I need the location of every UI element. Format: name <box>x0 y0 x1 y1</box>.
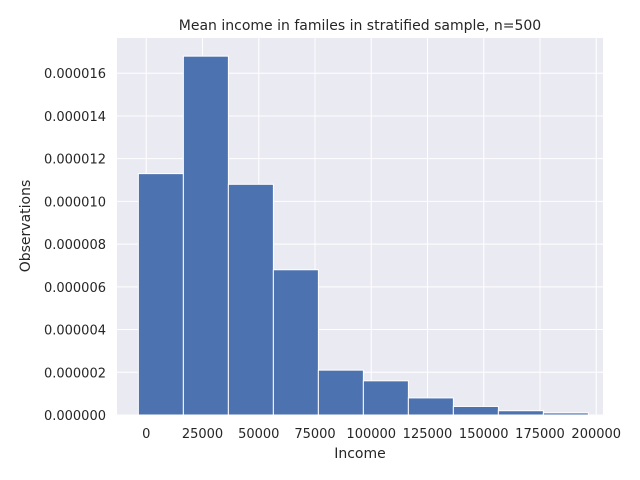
x-tick-label: 175000 <box>515 427 565 442</box>
y-axis-label: Observations <box>18 180 34 273</box>
x-axis-label: Income <box>334 446 386 462</box>
histogram-bars <box>137 55 589 416</box>
y-tick-label: 0.000010 <box>44 195 106 210</box>
histogram-bar <box>452 405 499 416</box>
x-tick-label: 125000 <box>403 427 453 442</box>
x-tick-label: 25000 <box>182 427 223 442</box>
x-tick-label: 0 <box>142 427 150 442</box>
chart-title: Mean income in familes in stratified sam… <box>179 18 541 34</box>
y-tick-labels: 0.000000 0.000002 0.000004 0.000006 0.000008… <box>44 67 106 424</box>
histogram-bar <box>317 369 364 416</box>
y-tick-label: 0.000008 <box>44 238 106 253</box>
histogram-bar <box>542 412 589 416</box>
y-tick-label: 0.000006 <box>44 281 106 296</box>
histogram-bar <box>272 269 319 416</box>
y-tick-label: 0.000016 <box>44 67 106 82</box>
y-tick-label: 0.000012 <box>44 153 106 168</box>
histogram-bar <box>497 410 544 416</box>
x-tick-labels: 0 25000 50000 75000 100000 125000 150000 175000… <box>142 427 621 442</box>
y-tick-label: 0.000004 <box>44 324 106 339</box>
x-tick-label: 50000 <box>238 427 279 442</box>
x-tick-label: 200000 <box>571 427 621 442</box>
y-tick-label: 0.000002 <box>44 366 106 381</box>
x-tick-label: 75000 <box>294 427 335 442</box>
y-tick-label: 0.000014 <box>44 110 106 125</box>
histogram-bar <box>227 183 274 416</box>
x-tick-label: 100000 <box>346 427 396 442</box>
histogram-bar <box>362 380 409 416</box>
x-tick-label: 150000 <box>459 427 509 442</box>
histogram-bar <box>137 173 184 416</box>
y-tick-label: 0.000000 <box>44 409 106 424</box>
histogram-bar <box>182 55 229 416</box>
histogram-bar <box>407 397 454 416</box>
